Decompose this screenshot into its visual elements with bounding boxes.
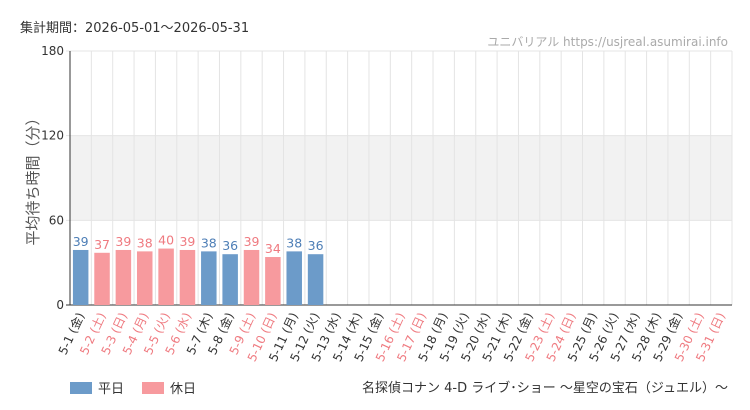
legend-label-weekday: 平日 — [98, 382, 125, 397]
grid-layer — [66, 50, 733, 306]
y-axis-title: 平均待ち時間（分） — [24, 110, 42, 245]
legend-label-holiday: 休日 — [170, 382, 197, 397]
y-tick-label: 120 — [41, 129, 64, 143]
y-tick-label: 0 — [56, 298, 64, 312]
bar — [72, 249, 89, 305]
data-label: 39 — [73, 234, 89, 249]
data-label: 36 — [222, 238, 238, 253]
data-label: 38 — [286, 235, 302, 250]
y-tick-label: 180 — [41, 44, 64, 58]
data-label: 38 — [201, 235, 217, 250]
bar — [115, 249, 132, 305]
data-label: 39 — [115, 234, 131, 249]
bar — [243, 249, 260, 305]
bar — [265, 257, 281, 305]
bar-layer — [72, 248, 324, 305]
legend-item-weekday: 平日 — [70, 378, 124, 397]
data-label: 39 — [244, 234, 260, 249]
legend-item-holiday: 休日 — [142, 378, 196, 397]
data-label: 34 — [265, 241, 281, 256]
bar — [307, 254, 324, 305]
shaded-band — [70, 135, 732, 221]
bar — [179, 249, 196, 305]
bar — [158, 248, 174, 305]
period-label: 集計期間：2026-05-01〜2026-05-31 — [20, 21, 250, 36]
data-label: 36 — [308, 238, 324, 253]
data-label: 40 — [158, 233, 174, 248]
bar — [136, 251, 153, 305]
data-label: 39 — [179, 234, 195, 249]
legend-swatch-weekday — [70, 381, 92, 394]
site-watermark: ユニバリアル https://usjreal.asumirai.info — [487, 35, 728, 49]
bar — [222, 254, 238, 305]
y-tick-label: 60 — [49, 213, 64, 227]
bar — [286, 251, 302, 305]
legend-swatch-holiday — [142, 381, 165, 394]
bar — [94, 252, 110, 305]
attraction-caption: 名探偵コナン 4-D ライブ･ショー 〜星空の宝石（ジュエル）〜 — [362, 381, 728, 396]
bar — [201, 251, 217, 305]
data-label: 37 — [94, 237, 110, 252]
legend: 平日 休日 — [70, 378, 214, 397]
data-label: 38 — [137, 235, 153, 250]
